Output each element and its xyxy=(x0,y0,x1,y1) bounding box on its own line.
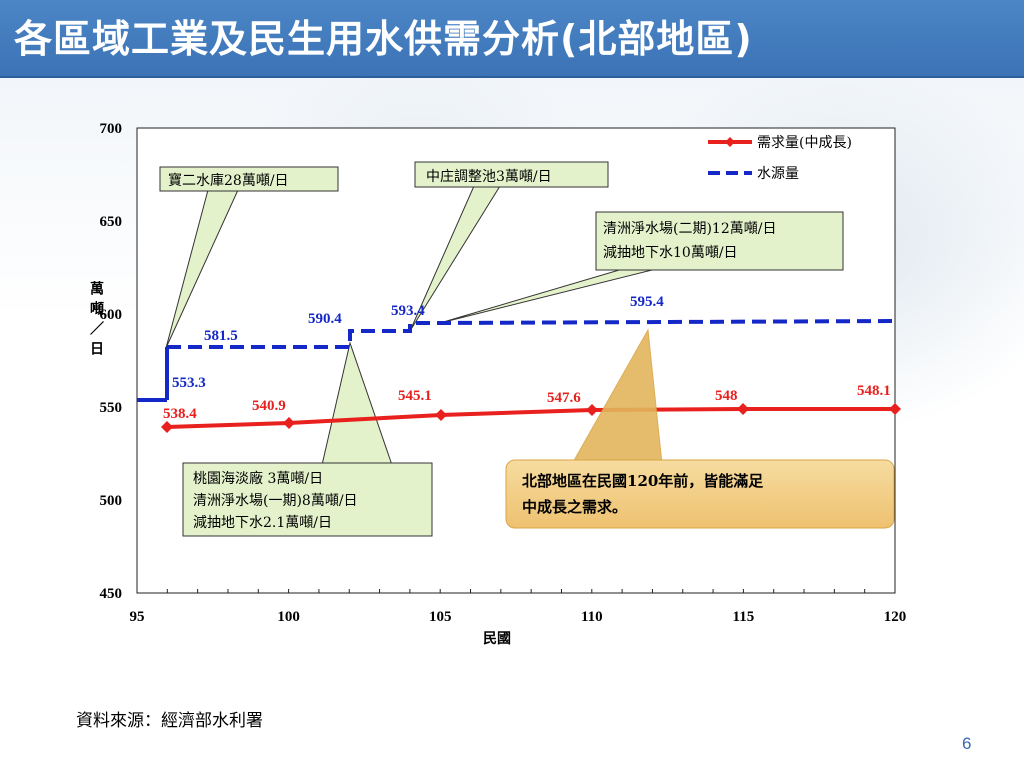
y-tick-label: 600 xyxy=(100,307,123,323)
supply-label: 553.3 xyxy=(172,375,206,391)
demand-marker xyxy=(435,409,447,421)
demand-label: 540.9 xyxy=(252,398,286,414)
legend: 需求量(中成長) 水源量 xyxy=(708,135,852,182)
supply-label: 593.4 xyxy=(391,303,425,319)
callout-text: 減抽地下水10萬噸/日 xyxy=(603,244,738,261)
x-tick-label: 100 xyxy=(277,609,300,625)
callout-text: 清洲淨水場(一期)8萬噸/日 xyxy=(193,493,358,509)
callout-1: 寶二水庫28萬噸/日 xyxy=(159,166,339,192)
callout-3: 清洲淨水場(二期)12萬噸/日 減抽地下水10萬噸/日 xyxy=(595,211,844,271)
callout-text: 寶二水庫28萬噸/日 xyxy=(168,172,289,189)
page-number: 6 xyxy=(962,734,972,753)
x-tick-label: 115 xyxy=(733,609,755,625)
x-minor-ticks xyxy=(136,589,896,593)
callout-pointers xyxy=(165,185,661,466)
x-tick-labels: 95 100 105 110 115 120 xyxy=(130,609,907,625)
callout-4: 桃園海淡廠 3萬噸/日 清洲淨水場(一期)8萬噸/日 減抽地下水2.1萬噸/日 xyxy=(182,462,433,537)
demand-marker xyxy=(889,403,901,415)
series-demand xyxy=(161,403,901,433)
y-tick-label: 500 xyxy=(100,493,123,509)
demand-label: 547.6 xyxy=(547,390,581,406)
series-supply xyxy=(137,319,896,402)
demand-label: 548.1 xyxy=(857,383,891,399)
page-title: 各區域工業及民生用水供需分析(北部地區) xyxy=(14,17,753,61)
conclusion-text: 北部地區在民國120年前，皆能滿足 xyxy=(522,472,764,490)
demand-marker xyxy=(161,421,173,433)
demand-line xyxy=(166,407,895,429)
legend-label-demand: 需求量(中成長) xyxy=(757,135,852,151)
demand-marker xyxy=(737,403,749,415)
supply-dashed-line xyxy=(167,319,896,349)
x-tick-label: 105 xyxy=(429,609,452,625)
source-note: 資料來源：經濟部水利署 xyxy=(76,711,263,731)
y-tick-label: 650 xyxy=(100,214,123,230)
supply-label: 595.4 xyxy=(630,294,664,310)
y-tick-label: 450 xyxy=(100,586,123,602)
callout-text: 清洲淨水場(二期)12萬噸/日 xyxy=(603,221,776,237)
demand-label: 548 xyxy=(715,388,738,404)
conclusion-note: 北部地區在民國120年前，皆能滿足 中成長之需求。 xyxy=(505,328,895,529)
x-tick-label: 120 xyxy=(884,609,907,625)
y-tick-label: 700 xyxy=(100,121,123,137)
x-axis-label: 民國 xyxy=(483,631,511,647)
callout-2: 中庄調整池3萬噸/日 xyxy=(414,161,609,188)
demand-label: 545.1 xyxy=(398,388,432,404)
demand-marker xyxy=(586,404,598,416)
callout-text: 中庄調整池3萬噸/日 xyxy=(426,168,552,185)
y-axis-label: 萬噸／日 xyxy=(88,280,104,361)
y-tick-labels: 700 650 600 550 500 450 xyxy=(100,121,123,602)
supply-label: 581.5 xyxy=(204,328,238,344)
legend-label-supply: 水源量 xyxy=(757,166,799,182)
x-tick-label: 110 xyxy=(581,609,603,625)
legend-marker-demand xyxy=(725,137,735,147)
conclusion-text: 中成長之需求。 xyxy=(522,498,627,516)
y-tick-label: 550 xyxy=(100,400,123,416)
supply-label: 590.4 xyxy=(308,311,342,327)
callout-text: 桃園海淡廠 3萬噸/日 xyxy=(193,470,323,487)
demand-label: 538.4 xyxy=(163,406,197,422)
demand-marker xyxy=(283,417,295,429)
x-tick-label: 95 xyxy=(130,609,145,625)
title-bar: 各區域工業及民生用水供需分析(北部地區) xyxy=(0,0,1024,78)
callout-text: 減抽地下水2.1萬噸/日 xyxy=(193,514,332,531)
